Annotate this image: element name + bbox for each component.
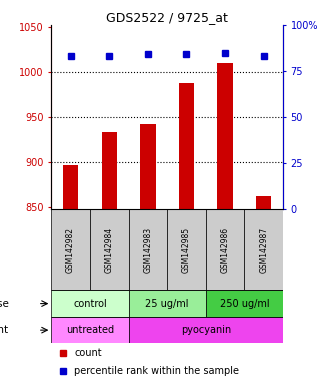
Text: untreated: untreated: [66, 325, 114, 335]
Title: GDS2522 / 9725_at: GDS2522 / 9725_at: [106, 11, 228, 24]
Bar: [51, 209, 90, 290]
Text: percentile rank within the sample: percentile rank within the sample: [74, 366, 239, 376]
Bar: [128, 317, 283, 343]
Bar: [63, 165, 78, 209]
Text: pyocyanin: pyocyanin: [181, 325, 231, 335]
Bar: [167, 209, 206, 290]
Text: GSM142987: GSM142987: [259, 227, 268, 273]
Text: control: control: [73, 299, 107, 309]
Bar: [51, 317, 128, 343]
Bar: [90, 209, 128, 290]
Bar: [206, 209, 244, 290]
Text: 25 ug/ml: 25 ug/ml: [145, 299, 189, 309]
Text: agent: agent: [0, 325, 9, 335]
Text: GSM142986: GSM142986: [220, 227, 230, 273]
Text: GSM142983: GSM142983: [143, 227, 152, 273]
Bar: [102, 132, 117, 209]
Bar: [244, 209, 283, 290]
Text: dose: dose: [0, 299, 9, 309]
Bar: [256, 196, 271, 209]
Bar: [206, 290, 283, 317]
Bar: [128, 290, 206, 317]
Text: GSM142982: GSM142982: [66, 227, 75, 273]
Bar: [140, 124, 156, 209]
Bar: [128, 209, 167, 290]
Bar: [179, 83, 194, 209]
Bar: [51, 290, 128, 317]
Text: GSM142985: GSM142985: [182, 227, 191, 273]
Text: GSM142984: GSM142984: [105, 227, 114, 273]
Bar: [217, 63, 233, 209]
Text: count: count: [74, 348, 102, 358]
Text: 250 ug/ml: 250 ug/ml: [219, 299, 269, 309]
